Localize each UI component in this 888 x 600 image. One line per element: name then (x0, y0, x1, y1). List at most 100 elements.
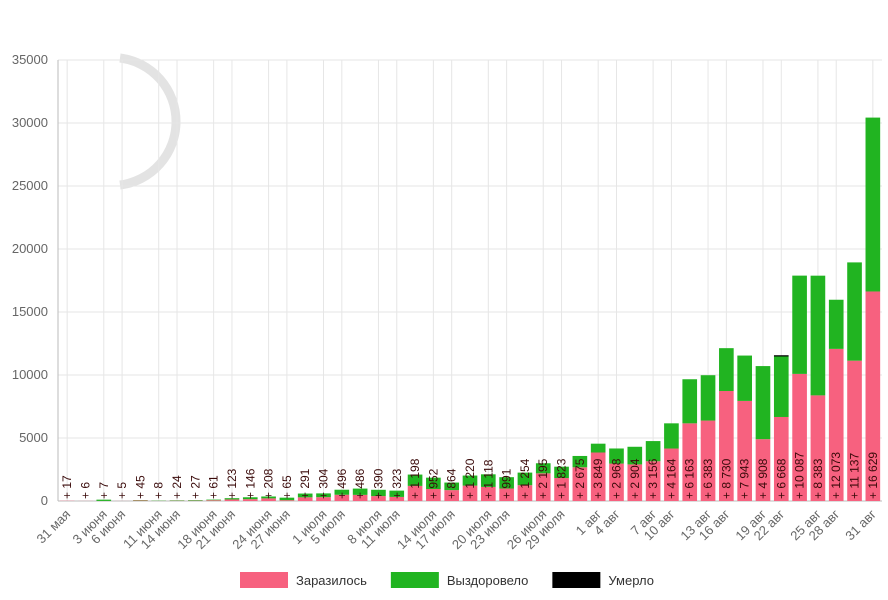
bar-segment (261, 496, 276, 499)
x-tick-label: 31 авг (842, 506, 879, 543)
bar-segment (206, 499, 221, 501)
bar-segment (535, 473, 551, 501)
value-label: + 952 (426, 468, 440, 499)
bar-segment (773, 416, 789, 501)
value-label: + 45 (133, 475, 147, 499)
bar-segment (828, 348, 844, 501)
bar-segment (279, 500, 295, 501)
value-label: + 11 137 (848, 453, 862, 499)
bar-segment (517, 472, 533, 486)
bar-segment (792, 275, 807, 374)
y-tick-label: 10000 (12, 367, 48, 382)
y-tick-label: 25000 (12, 178, 48, 193)
bar-segment (444, 482, 460, 491)
value-label: + 8 (152, 482, 166, 499)
bar-segment (389, 490, 405, 497)
value-label: + 7 (97, 482, 111, 499)
bar-segment (737, 355, 752, 401)
bar-segment (352, 494, 368, 501)
bar-segment (316, 497, 331, 501)
value-label: + 2 968 (609, 458, 623, 499)
y-tick-label: 20000 (12, 241, 48, 256)
value-label: + 2 195 (536, 458, 550, 499)
bar-segment (407, 474, 423, 486)
bar-segment (755, 366, 771, 440)
value-label: + 390 (371, 468, 385, 499)
y-tick-label: 30000 (12, 115, 48, 130)
value-label: + 1 118 (481, 459, 495, 499)
value-label: + 991 (500, 468, 514, 499)
bar-segment (242, 499, 258, 501)
bar-segment (462, 485, 478, 501)
bar-segment (96, 499, 112, 501)
bar-segment (773, 356, 789, 417)
value-label: + 27 (188, 475, 202, 499)
value-label: + 3 156 (646, 458, 660, 499)
value-label: + 208 (262, 468, 276, 499)
legend-swatch (390, 572, 439, 588)
bar-segment (627, 464, 643, 501)
bar-segment (737, 400, 752, 501)
bar-segment (297, 493, 313, 498)
bar-segment (334, 489, 350, 495)
value-label: + 1 254 (518, 458, 532, 499)
bar-segment (572, 467, 588, 501)
bar-segment (682, 423, 698, 501)
bar-segment (572, 455, 588, 468)
value-label: + 2 675 (573, 458, 587, 499)
bar-segment (755, 439, 771, 501)
legend-label: Заразилось (296, 573, 367, 588)
value-label: + 61 (207, 475, 221, 499)
bar-segment (133, 500, 148, 501)
value-label: + 1 823 (555, 458, 569, 499)
loading-spinner (119, 53, 181, 190)
bar-segment (700, 420, 716, 501)
bar-segment (480, 486, 496, 501)
value-label: + 10 087 (793, 452, 807, 499)
bar-segment (426, 489, 441, 501)
bar-segment (609, 463, 624, 501)
bar-segment (316, 493, 331, 498)
bar-segment (444, 490, 460, 501)
bar-segment (261, 498, 276, 501)
bar-segment (627, 446, 643, 465)
value-label: + 1 198 (408, 458, 422, 499)
bar-segment (865, 117, 881, 292)
value-label: + 4 908 (756, 458, 770, 499)
value-label: + 5 (115, 482, 129, 499)
bar-segment (517, 485, 533, 501)
y-tick-label: 5000 (19, 430, 48, 445)
bar-segment (279, 497, 295, 501)
bar-segment (389, 496, 405, 501)
bar-segment (499, 488, 514, 501)
value-label: + 16 629 (866, 452, 880, 499)
bar-segment (664, 423, 679, 449)
bar-segment (462, 475, 478, 486)
bar-segment (297, 497, 313, 501)
bar-segment (865, 291, 881, 501)
value-label: + 146 (243, 468, 257, 499)
bar-segment (224, 499, 240, 501)
value-label: + 12 073 (829, 452, 843, 499)
value-label: + 291 (298, 468, 312, 499)
legend-swatch (240, 572, 288, 588)
bar-segment (847, 360, 862, 501)
value-label: + 864 (445, 468, 459, 499)
bar-segment (682, 379, 698, 424)
bar-segment (828, 299, 844, 349)
bar-segment (645, 461, 661, 501)
bar-segment (242, 497, 258, 500)
bar-segment (407, 485, 423, 501)
bar-segment (847, 262, 862, 361)
bar-segment (535, 463, 551, 474)
value-label: + 496 (335, 468, 349, 499)
bar-segment (499, 477, 514, 489)
legend-label: Выздоровело (447, 573, 529, 588)
value-label: + 1 220 (463, 458, 477, 499)
bar-segment (719, 348, 734, 392)
bar-segment (371, 496, 386, 501)
x-tick-label: 31 мая (33, 507, 73, 547)
value-label: + 8 383 (811, 458, 825, 499)
y-tick-label: 0 (41, 493, 48, 508)
